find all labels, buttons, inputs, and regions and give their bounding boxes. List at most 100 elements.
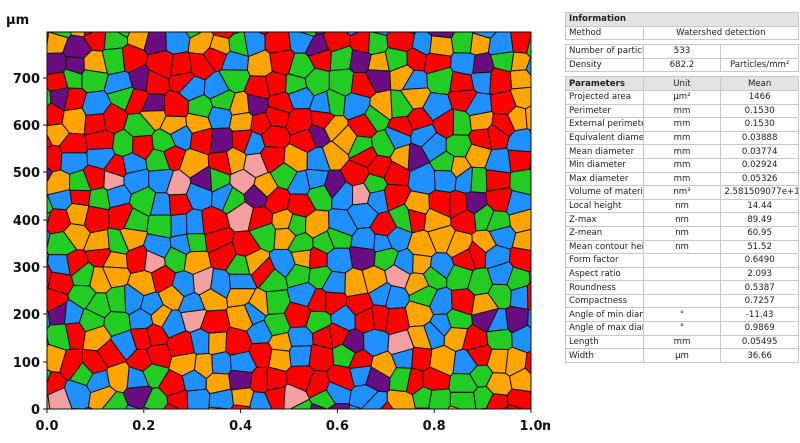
particle-cell[interactable] xyxy=(268,2,296,33)
particle-cell[interactable] xyxy=(165,27,191,55)
particle-cell[interactable] xyxy=(247,2,270,36)
particle-cell[interactable] xyxy=(372,401,399,439)
particle-cell[interactable] xyxy=(124,2,152,28)
particle-cell[interactable] xyxy=(216,2,248,35)
particle-cell[interactable] xyxy=(166,389,189,413)
particle-cell[interactable] xyxy=(527,304,550,333)
particle-cell[interactable] xyxy=(449,391,477,413)
particle-cell[interactable] xyxy=(17,86,52,111)
particle-cell[interactable] xyxy=(486,328,513,350)
particle-cell[interactable] xyxy=(507,149,532,173)
particle-cell[interactable] xyxy=(42,144,63,173)
particle-cell[interactable] xyxy=(341,404,375,439)
particle-cell[interactable] xyxy=(186,233,208,253)
particle-cell[interactable] xyxy=(447,405,473,439)
particle-cell[interactable] xyxy=(533,67,550,98)
particle-cell[interactable] xyxy=(530,188,550,214)
particle-cell[interactable] xyxy=(289,2,317,37)
particle-cell[interactable] xyxy=(386,389,416,416)
particle-cell[interactable] xyxy=(83,205,110,234)
particle-cell[interactable] xyxy=(228,112,254,132)
particle-cell[interactable] xyxy=(178,411,219,439)
particle-cell[interactable] xyxy=(249,366,268,394)
particle-cell[interactable] xyxy=(170,213,188,238)
particle-cell[interactable] xyxy=(283,383,310,412)
particle-cell[interactable] xyxy=(307,402,328,439)
parameter-name: Aspect ratio xyxy=(565,266,644,282)
particle-cell[interactable] xyxy=(507,403,531,439)
particle-cell[interactable] xyxy=(495,405,517,439)
particle-cell[interactable] xyxy=(208,331,228,356)
particle-cell[interactable] xyxy=(368,32,389,56)
particle-cell[interactable] xyxy=(530,327,550,359)
particle-cell[interactable] xyxy=(150,2,171,31)
particle-cell[interactable] xyxy=(532,364,550,388)
particle-cell[interactable] xyxy=(329,2,353,33)
particle-cell[interactable] xyxy=(532,230,550,251)
parameter-unit: nm xyxy=(642,239,722,255)
particle-cell[interactable] xyxy=(446,2,483,33)
particle-cell[interactable] xyxy=(412,2,444,31)
particle-cell[interactable] xyxy=(429,35,454,57)
particle-cell[interactable] xyxy=(264,386,286,410)
particle-cell[interactable] xyxy=(288,345,313,367)
particle-cell[interactable] xyxy=(286,398,313,439)
particle-cell[interactable] xyxy=(450,30,474,54)
particle-cell[interactable] xyxy=(529,385,550,412)
particle-cell[interactable] xyxy=(388,413,422,439)
particle-cell[interactable] xyxy=(528,268,550,300)
particle-cell[interactable] xyxy=(326,247,354,274)
particle-cell[interactable] xyxy=(17,326,50,348)
particle-cell[interactable] xyxy=(308,343,335,372)
particle-cell[interactable] xyxy=(64,408,85,439)
particle-cell[interactable] xyxy=(228,369,253,391)
particle-cell[interactable] xyxy=(17,29,50,53)
particle-cell[interactable] xyxy=(530,206,550,230)
particle-cell[interactable] xyxy=(301,2,332,36)
particle-cell[interactable] xyxy=(534,246,550,271)
particle-cell[interactable] xyxy=(83,406,109,439)
particle-cell[interactable] xyxy=(470,166,488,194)
particle-map[interactable]: 0 100 200 300 400 500 600 700 0.0 0.2 0.4 0.6 0.8 1.0… xyxy=(0,0,550,443)
particle-cell[interactable] xyxy=(392,2,418,34)
particle-cell[interactable] xyxy=(473,407,498,439)
particle-cell[interactable] xyxy=(449,70,475,93)
particle-cell[interactable] xyxy=(529,121,550,151)
parameter-mean: 0.7257 xyxy=(720,293,799,309)
particle-cell[interactable] xyxy=(529,149,550,175)
particle-cell[interactable] xyxy=(365,2,392,36)
particle-cell[interactable] xyxy=(170,2,197,29)
particle-cell[interactable] xyxy=(525,104,550,131)
particle-cell[interactable] xyxy=(17,40,47,70)
particle-cell[interactable] xyxy=(428,388,451,411)
parameter-row: Form factor 0.6490 xyxy=(565,253,799,268)
particle-cell[interactable] xyxy=(121,404,143,439)
parameter-unit: mm xyxy=(642,130,722,146)
particle-cell[interactable] xyxy=(513,2,537,30)
particle-cell[interactable] xyxy=(186,388,211,414)
particle-cell[interactable] xyxy=(483,2,513,33)
particle-cell[interactable] xyxy=(17,282,48,308)
particle-cell[interactable] xyxy=(509,69,535,90)
particle-cell[interactable] xyxy=(346,2,369,36)
particle-cell[interactable] xyxy=(162,402,189,439)
particle-cell[interactable] xyxy=(426,2,456,39)
particle-cell[interactable] xyxy=(511,228,535,252)
particle-cell[interactable] xyxy=(102,408,126,439)
particle-cell[interactable] xyxy=(207,106,233,130)
particle-cell[interactable] xyxy=(83,2,107,37)
particle-cell[interactable] xyxy=(264,30,292,54)
particle-cell[interactable] xyxy=(533,170,550,193)
parameter-row: Projected area µm² 1466 xyxy=(565,89,799,105)
particle-cell[interactable] xyxy=(143,26,167,56)
particle-cell[interactable] xyxy=(17,164,54,192)
particle-cell[interactable] xyxy=(530,2,550,41)
particle-cell[interactable] xyxy=(433,170,457,193)
parameter-row: Max diameter mm 0.05326 xyxy=(565,171,799,187)
particle-cell[interactable] xyxy=(88,385,117,412)
particle-cell[interactable] xyxy=(103,25,129,51)
particle-cell[interactable] xyxy=(267,410,297,439)
particle-cell[interactable] xyxy=(534,96,551,122)
particle-cell[interactable] xyxy=(211,351,232,375)
particle-cell[interactable] xyxy=(230,404,254,439)
